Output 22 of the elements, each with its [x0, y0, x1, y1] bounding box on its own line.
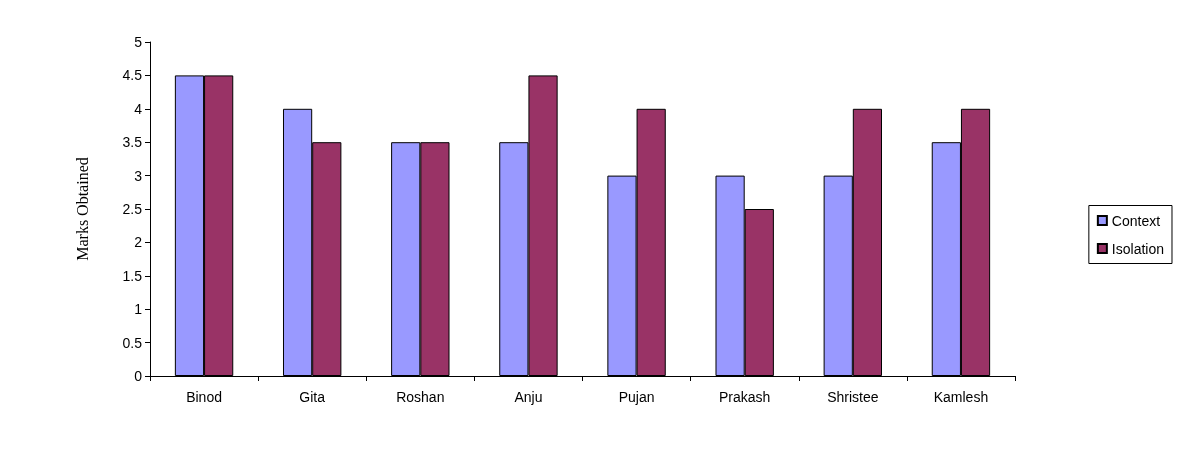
- y-tick-label: 4.5: [122, 67, 143, 84]
- x-tick-label: Binod: [186, 389, 222, 405]
- x-tick-label: Prakash: [719, 389, 771, 405]
- y-tick-label: 2.5: [122, 201, 143, 217]
- y-axis-title: Marks Obtained: [73, 157, 91, 261]
- y-tick-label: 0: [134, 368, 143, 384]
- x-tick-label: Shristee: [827, 389, 879, 405]
- x-tick-label: Roshan: [396, 389, 445, 405]
- x-tick-label: Anju: [514, 389, 543, 405]
- y-tick-label: 3: [134, 167, 143, 184]
- y-tick-label: 3.5: [122, 134, 143, 151]
- y-tick-label: 5: [134, 34, 143, 50]
- y-tick-label: 1: [134, 301, 143, 318]
- y-tick-label: 4: [134, 100, 143, 117]
- y-tick-label: 2: [134, 234, 143, 251]
- y-tick-label: 1.5: [122, 267, 143, 284]
- x-tick-label: Gita: [299, 389, 326, 405]
- x-tick-label: Kamlesh: [933, 389, 989, 405]
- legend-label: Isolation: [1111, 240, 1165, 257]
- y-tick-label: 0.5: [122, 334, 143, 351]
- x-tick-label: Pujan: [618, 389, 655, 405]
- legend-label: Context: [1111, 212, 1161, 229]
